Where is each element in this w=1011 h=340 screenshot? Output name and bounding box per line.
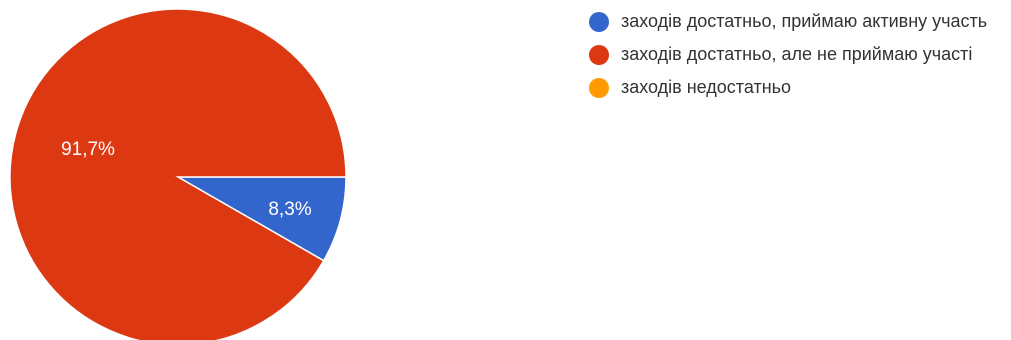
legend-label: заходів недостатньо (621, 77, 792, 97)
legend-item-active[interactable]: заходів достатньо, приймаю активну участ… (589, 8, 1009, 34)
pie-chart: 8,3% 91,7% (9, 8, 347, 340)
legend-swatch-icon (589, 12, 609, 32)
pie-label-active: 8,3% (268, 199, 311, 220)
legend-item-passive[interactable]: заходів достатньо, але не приймаю участі (589, 41, 1009, 67)
legend-label: заходів достатньо, приймаю активну участ… (621, 11, 988, 31)
legend-item-insufficient[interactable]: заходів недостатньо (589, 74, 1009, 100)
pie-slice-passive[interactable] (9, 8, 347, 340)
legend-swatch-icon (589, 45, 609, 65)
legend-swatch-icon (589, 78, 609, 98)
pie-label-passive: 91,7% (61, 139, 115, 160)
chart-legend: заходів достатньо, приймаю активну участ… (589, 8, 1009, 107)
pie-slice-active[interactable] (175, 176, 347, 262)
legend-label: заходів достатньо, але не приймаю участі (621, 44, 973, 64)
